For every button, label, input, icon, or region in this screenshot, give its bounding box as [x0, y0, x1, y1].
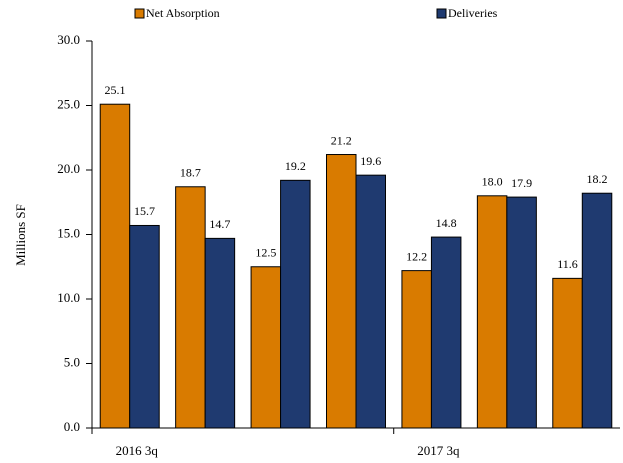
data-label: 18.2 [587, 172, 608, 186]
data-label: 19.2 [285, 159, 306, 173]
bar [430, 236, 462, 429]
data-label: 12.2 [406, 249, 427, 263]
bar [401, 270, 432, 429]
legend-label: Deliveries [448, 6, 498, 20]
bar [581, 192, 613, 429]
bar [355, 174, 386, 429]
y-tick-label: 10.0 [57, 290, 80, 305]
bar [250, 266, 282, 429]
bar [326, 154, 357, 429]
y-axis-label: Millions SF [13, 204, 28, 266]
data-label: 14.8 [436, 216, 457, 230]
data-label: 18.0 [482, 175, 503, 189]
data-label: 15.7 [134, 204, 155, 218]
legend-label: Net Absorption [146, 6, 220, 20]
x-tick-label: 2016 3q [116, 443, 159, 458]
bar [175, 186, 206, 429]
bar [506, 196, 537, 429]
bar [552, 277, 583, 429]
y-tick-label: 15.0 [57, 225, 80, 240]
bar [204, 237, 236, 429]
y-tick-label: 5.0 [64, 354, 80, 369]
legend-swatch [134, 8, 145, 19]
legend-swatch [436, 8, 447, 19]
y-tick-label: 0.0 [64, 419, 80, 434]
bar [476, 195, 508, 429]
y-tick-label: 25.0 [57, 96, 80, 111]
bar [280, 179, 311, 429]
data-label: 14.7 [209, 217, 230, 231]
bar [129, 224, 160, 429]
data-label: 25.1 [104, 83, 125, 97]
y-tick-label: 20.0 [57, 161, 80, 176]
y-tick-label: 30.0 [57, 32, 80, 47]
data-label: 21.2 [331, 133, 352, 147]
data-label: 18.7 [180, 166, 201, 180]
data-label: 19.6 [360, 154, 381, 168]
bar [99, 103, 131, 429]
data-label: 12.5 [255, 246, 276, 260]
x-tick-label: 2017 3q [417, 443, 460, 458]
data-label: 17.9 [511, 176, 532, 190]
data-label: 11.6 [557, 257, 578, 271]
